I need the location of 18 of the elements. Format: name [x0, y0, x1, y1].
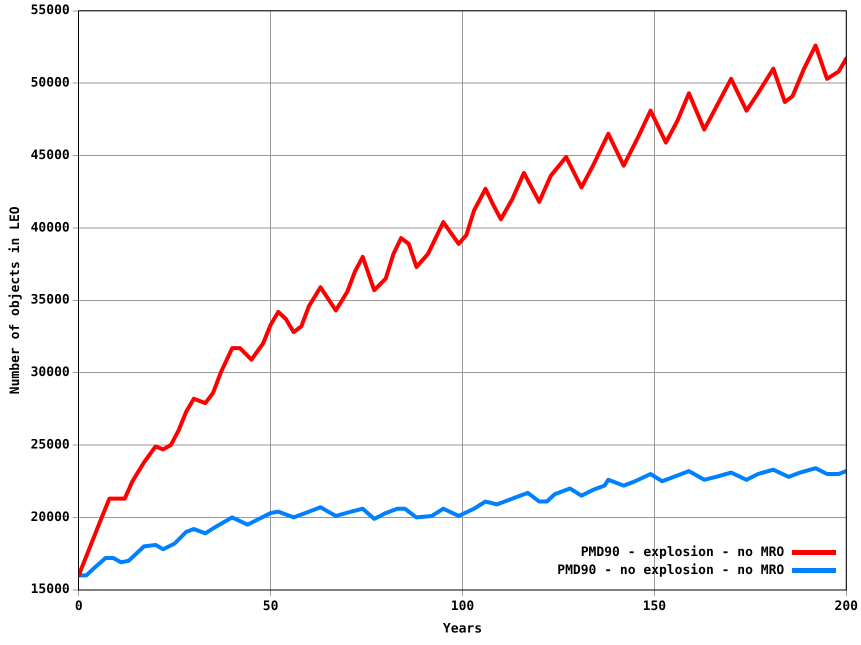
y-tick-label: 20000 [30, 510, 70, 525]
legend-label: PMD90 - no explosion - no MRO [557, 563, 784, 578]
x-tick-label: 100 [450, 598, 474, 614]
y-axis-title: Number of objects in LEO [8, 206, 24, 394]
x-axis-title: Years [442, 622, 482, 637]
y-tick-label: 40000 [30, 220, 70, 236]
y-tick-label: 15000 [30, 582, 70, 598]
y-tick-label: 25000 [30, 437, 70, 452]
y-tick-label: 55000 [30, 3, 70, 18]
x-tick-label: 50 [262, 598, 279, 614]
y-tick-label: 50000 [30, 76, 70, 91]
y-tick-label: 35000 [30, 292, 70, 308]
x-tick-label: 150 [642, 598, 666, 614]
y-tick-label: 30000 [30, 365, 70, 380]
x-tick-label: 0 [74, 598, 83, 614]
x-tick-label: 200 [834, 598, 858, 614]
y-tick-label: 45000 [30, 148, 70, 163]
legend-label: PMD90 - explosion - no MRO [580, 545, 784, 560]
